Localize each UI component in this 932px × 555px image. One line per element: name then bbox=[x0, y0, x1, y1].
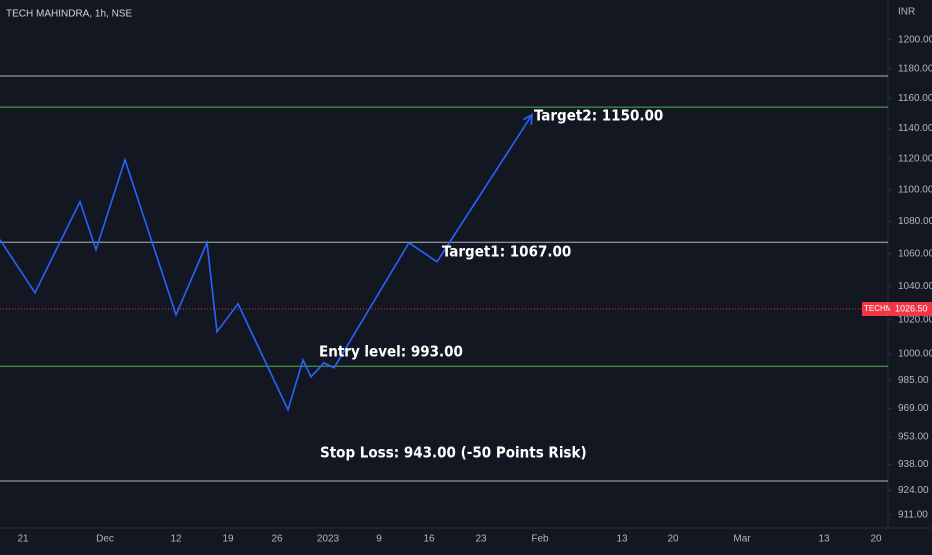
x-tick-label: Mar bbox=[733, 534, 751, 545]
y-tick-label: 953.00 bbox=[898, 432, 929, 443]
price-tag-label: 1026.50 bbox=[895, 303, 928, 313]
x-tick-label: Feb bbox=[531, 534, 549, 545]
x-tick-label: 2023 bbox=[317, 534, 340, 545]
chart-title: TECH MAHINDRA, 1h, NSE bbox=[6, 9, 132, 20]
x-tick-label: 21 bbox=[17, 534, 29, 545]
y-tick-label: 1100.00 bbox=[898, 184, 932, 195]
y-tick-label: 1160.00 bbox=[898, 93, 932, 104]
y-tick-label: 924.00 bbox=[898, 485, 929, 496]
y-tick-label: 1060.00 bbox=[898, 248, 932, 259]
x-tick-label: 23 bbox=[475, 534, 487, 545]
y-tick-label: 1200.00 bbox=[898, 34, 932, 45]
x-tick-label: 13 bbox=[818, 534, 830, 545]
x-tick-label: 16 bbox=[423, 534, 435, 545]
axis-unit: INR bbox=[898, 7, 915, 18]
y-tick-label: 1000.00 bbox=[898, 349, 932, 360]
y-tick-label: 985.00 bbox=[898, 375, 929, 386]
y-tick-label: 1020.00 bbox=[898, 315, 932, 326]
y-tick-label: 1180.00 bbox=[898, 63, 932, 74]
y-tick-label: 911.00 bbox=[898, 509, 928, 520]
x-tick-label: 20 bbox=[667, 534, 679, 545]
price-tag-name: TECHM bbox=[864, 304, 893, 313]
x-tick-label: 20 bbox=[870, 534, 882, 545]
x-tick-label: Dec bbox=[96, 534, 114, 545]
projection-line bbox=[0, 114, 533, 413]
annotation: Entry level: 993.00 bbox=[319, 343, 463, 361]
annotation: Stop Loss: 943.00 (-50 Points Risk) bbox=[320, 444, 587, 462]
x-tick-label: 9 bbox=[376, 534, 382, 545]
y-tick-label: 938.00 bbox=[898, 459, 929, 470]
y-tick-label: 1080.00 bbox=[898, 216, 932, 227]
y-tick-label: 1140.00 bbox=[898, 123, 932, 134]
x-tick-label: 26 bbox=[271, 534, 283, 545]
annotation: Target2: 1150.00 bbox=[534, 107, 663, 125]
y-tick-label: 1120.00 bbox=[898, 153, 932, 164]
x-tick-label: 19 bbox=[222, 534, 234, 545]
price-tag-bg bbox=[890, 302, 932, 317]
y-tick-label: 1040.00 bbox=[898, 281, 932, 292]
x-tick-label: 12 bbox=[170, 534, 182, 545]
arrow-head bbox=[522, 113, 533, 125]
y-tick-label: 969.00 bbox=[898, 403, 929, 414]
x-tick-label: 13 bbox=[616, 534, 628, 545]
annotation: Target1: 1067.00 bbox=[442, 243, 571, 261]
price-tag-name-bg bbox=[862, 302, 890, 317]
